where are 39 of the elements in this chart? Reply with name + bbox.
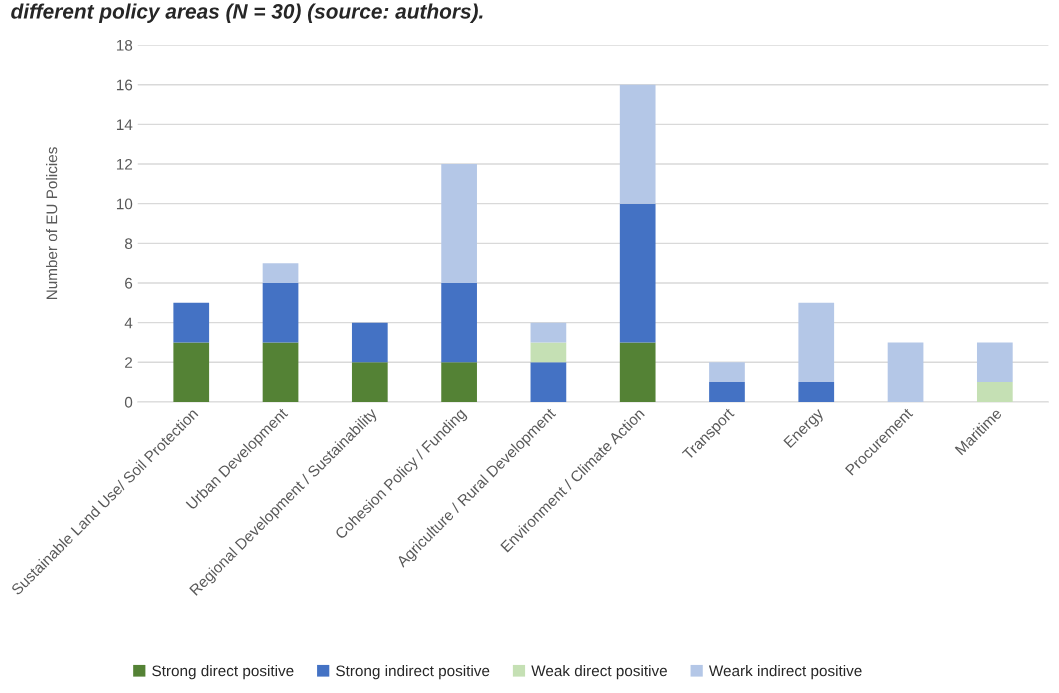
- y-axis-title: Number of EU Policies: [46, 147, 58, 300]
- bar: [262, 263, 299, 283]
- y-tick-label: 14: [116, 119, 133, 130]
- legend-label: Weark indirect positive: [708, 665, 862, 680]
- bar: [173, 342, 210, 402]
- bar: [351, 322, 388, 363]
- bar: [976, 342, 1013, 383]
- bar: [173, 302, 210, 343]
- bar: [619, 203, 656, 343]
- bar: [441, 282, 477, 363]
- y-tick-label: 0: [124, 396, 133, 408]
- y-tick-label: 6: [125, 277, 133, 289]
- y-tick-label: 18: [116, 39, 133, 51]
- y-tick-label: 4: [124, 317, 133, 329]
- legend-label: Strong indirect positive: [336, 665, 490, 680]
- bar: [262, 282, 299, 343]
- bar: [530, 322, 567, 343]
- bar: [262, 342, 299, 402]
- y-tick-label: 2: [125, 357, 133, 368]
- bar: [351, 362, 388, 402]
- bar: [441, 362, 477, 402]
- legend-label: Weak direct positive: [531, 665, 667, 680]
- y-tick-label: 16: [116, 79, 133, 91]
- bar: [798, 302, 835, 383]
- bar: [709, 382, 745, 402]
- bar: [798, 382, 835, 402]
- bar: [441, 164, 477, 283]
- y-tick-label: 10: [116, 198, 133, 210]
- y-tick-label: 12: [116, 158, 133, 170]
- bar: [530, 342, 567, 363]
- bar: [709, 362, 745, 383]
- y-tick-label: 8: [124, 238, 133, 250]
- bar: [619, 84, 656, 204]
- bar: [976, 382, 1013, 402]
- bar: [530, 362, 567, 402]
- legend-label: Strong direct positive: [152, 665, 294, 680]
- chart-title: different policy areas (N = 30) (source: authors).: [11, 3, 483, 23]
- bar: [619, 342, 656, 402]
- bar: [887, 342, 924, 402]
